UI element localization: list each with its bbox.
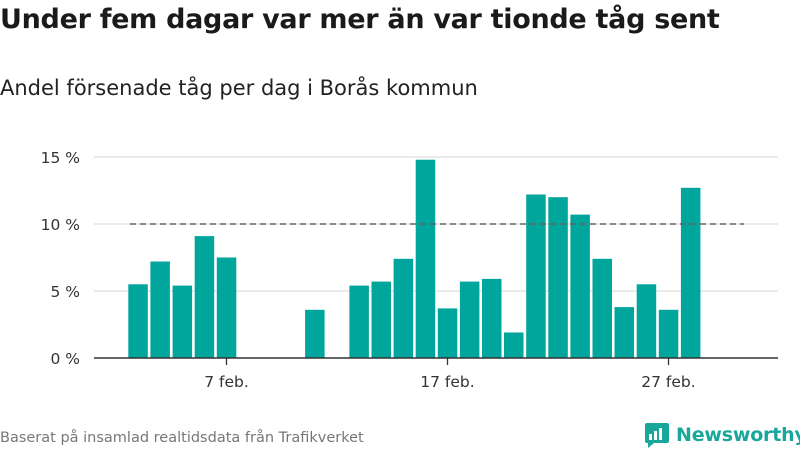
y-tick-label: 5 % — [50, 283, 80, 301]
x-tick-label: 27 feb. — [641, 373, 695, 391]
bars — [128, 159, 701, 358]
bar — [437, 308, 458, 358]
bar — [482, 278, 502, 358]
y-tick-label: 0 % — [50, 350, 80, 368]
bar — [548, 197, 568, 358]
bar — [349, 285, 369, 358]
source-note: Baserat på insamlad realtidsdata från Tr… — [0, 430, 364, 446]
bar-chart: 0 % 5 % 10 % 15 % 7 feb. 17 feb. 27 feb. — [41, 149, 778, 391]
x-tick-label: 7 feb. — [204, 373, 249, 391]
x-axis-ticks: 7 feb. 17 feb. 27 feb. — [204, 358, 696, 391]
bar — [194, 236, 215, 358]
bar — [614, 307, 634, 358]
bar — [415, 159, 436, 358]
bar — [128, 284, 148, 358]
bar — [216, 257, 237, 358]
newsworthy-logo: Newsworthy — [644, 421, 800, 449]
chart-title: Under fem dagar var mer än var tionde tå… — [0, 4, 720, 35]
x-tick-label: 17 feb. — [420, 373, 474, 391]
bar — [526, 194, 546, 358]
bar — [459, 281, 480, 358]
chart-subtitle: Andel försenade tåg per dag i Borås komm… — [0, 76, 478, 100]
bar — [636, 284, 657, 358]
bar — [680, 187, 701, 358]
bar — [305, 309, 325, 358]
bar — [172, 285, 193, 358]
y-tick-label: 10 % — [41, 216, 80, 234]
bar — [150, 261, 170, 358]
bar — [371, 281, 391, 358]
y-tick-label: 15 % — [41, 149, 80, 167]
bar — [504, 332, 524, 358]
y-axis-ticks: 0 % 5 % 10 % 15 % — [41, 149, 80, 368]
bar — [592, 258, 612, 358]
bar — [658, 309, 679, 358]
brand-name: Newsworthy — [676, 424, 800, 446]
bar — [570, 214, 590, 358]
bar — [393, 258, 414, 358]
newsworthy-logo-icon — [645, 423, 669, 448]
